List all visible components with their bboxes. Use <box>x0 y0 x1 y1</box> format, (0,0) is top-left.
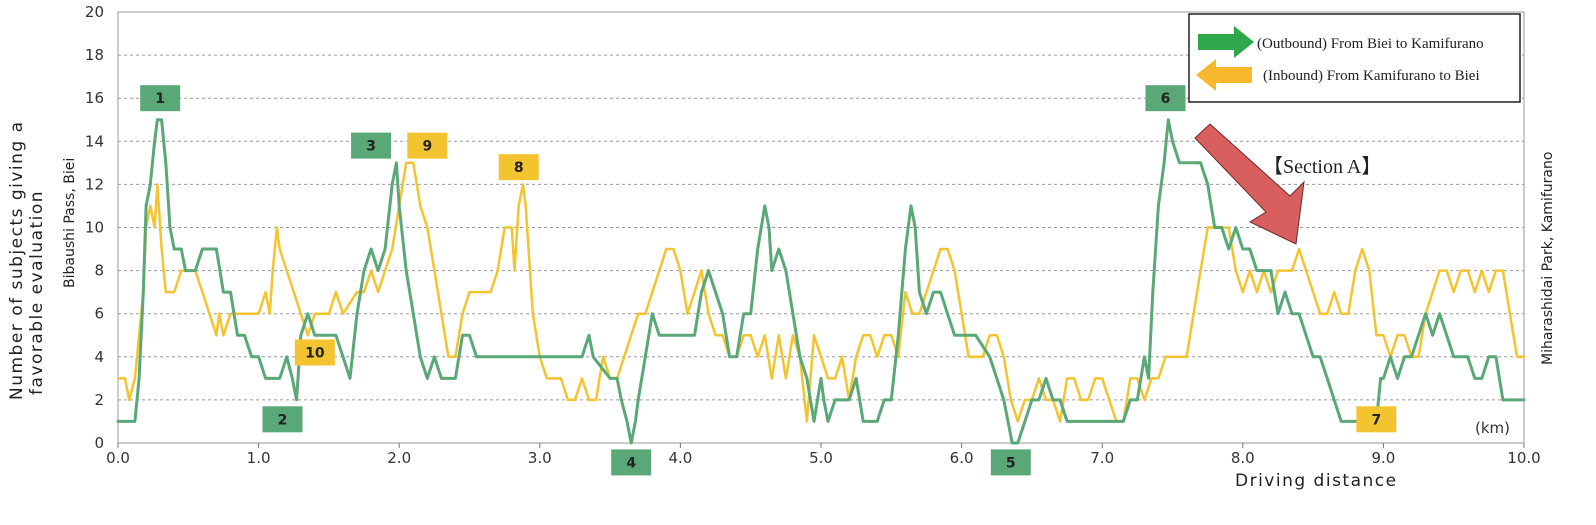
marker-badge-3: 3 <box>351 132 392 159</box>
marker-badge-text: 7 <box>1371 412 1381 428</box>
marker-badge-text: 2 <box>278 412 288 428</box>
marker-badge-10: 10 <box>294 339 335 366</box>
marker-badge-9: 9 <box>407 132 448 159</box>
marker-badge-text: 4 <box>626 455 636 471</box>
legend: (Outbound) From Biei to Kamifurano (Inbo… <box>1188 13 1521 103</box>
legend-box <box>1188 13 1521 103</box>
marker-badge-4: 4 <box>611 449 652 476</box>
marker-badge-box <box>611 449 652 476</box>
y-tick-label: 4 <box>94 348 104 366</box>
y-tick-label: 8 <box>94 262 104 280</box>
x-tick-label: 7.0 <box>1090 449 1114 467</box>
marker-badge-1: 1 <box>140 85 181 112</box>
marker-badge-text: 9 <box>422 139 432 155</box>
x-unit-label: (km) <box>1475 419 1510 437</box>
marker-badge-text: 5 <box>1006 455 1016 471</box>
marker-badge-box <box>498 154 539 181</box>
marker-badge-box <box>1145 85 1186 112</box>
x-tick-label: 10.0 <box>1507 449 1540 467</box>
marker-badge-5: 5 <box>990 449 1031 476</box>
y-tick-labels: 0 2 4 6 8 10 12 14 16 18 20 <box>85 3 104 452</box>
x-tick-label: 4.0 <box>668 449 692 467</box>
inbound-series-line <box>116 161 1526 423</box>
y-tick-label: 0 <box>94 434 104 452</box>
x-tick-label: 9.0 <box>1371 449 1395 467</box>
marker-badge-text: 1 <box>155 91 165 107</box>
x-axis-title: Driving distance <box>1235 471 1398 491</box>
x-tick-label: 1.0 <box>247 449 271 467</box>
marker-badge-6: 6 <box>1145 85 1186 112</box>
legend-inbound-label: (Inbound) From Kamifurano to Biei <box>1263 68 1480 84</box>
legend-outbound-arrow-icon <box>1198 26 1254 58</box>
y-tick-label: 2 <box>94 391 104 409</box>
y-tick-label: 20 <box>85 3 104 21</box>
marker-badge-box <box>407 132 448 159</box>
y-tick-label: 18 <box>85 46 104 64</box>
y-tick-label: 10 <box>85 219 104 237</box>
y-tick-label: 14 <box>85 132 104 150</box>
x-tick-label: 0.0 <box>106 449 130 467</box>
marker-badge-box <box>140 85 181 112</box>
x-tick-labels: 0.0 1.0 2.0 3.0 4.0 5.0 6.0 7.0 8.0 9.0 10.0 <box>106 443 1541 467</box>
marker-badge-box <box>262 406 303 433</box>
marker-badge-8: 8 <box>498 154 539 181</box>
left-endpoint-label: Bibaushi Pass, Biei <box>62 158 78 288</box>
y-tick-label: 6 <box>94 305 104 323</box>
y-axis-title-line-2: favorable evaluation <box>27 190 47 395</box>
x-tick-label: 8.0 <box>1231 449 1255 467</box>
legend-outbound-label: (Outbound) From Biei to Kamifurano <box>1257 36 1484 52</box>
legend-inbound-arrow-icon <box>1196 59 1252 91</box>
series-lines <box>116 118 1526 445</box>
section-a-label: 【Section A】 <box>1263 156 1381 178</box>
marker-badge-text: 3 <box>366 139 376 155</box>
marker-badges: 1 2 3 4 5 6 7 8 9 10 <box>140 85 1397 476</box>
marker-badge-box <box>990 449 1031 476</box>
marker-badge-7: 7 <box>1356 406 1397 433</box>
y-axis-title-line-1: Number of subjects giving a <box>7 120 27 400</box>
marker-badge-2: 2 <box>262 406 303 433</box>
outbound-series-line <box>116 118 1526 445</box>
marker-badge-box <box>294 339 335 366</box>
section-a-arrow-icon <box>1194 123 1305 245</box>
marker-badge-text: 10 <box>305 345 325 361</box>
y-tick-label: 12 <box>85 175 104 193</box>
x-tick-label: 3.0 <box>528 449 552 467</box>
marker-badge-text: 8 <box>514 160 524 176</box>
x-tick-label: 5.0 <box>809 449 833 467</box>
right-endpoint-label: Miharashidai Park, Kamifurano <box>1540 152 1556 365</box>
marker-badge-box <box>351 132 392 159</box>
marker-badge-text: 6 <box>1161 91 1171 107</box>
x-tick-label: 2.0 <box>387 449 411 467</box>
marker-badge-box <box>1356 406 1397 433</box>
y-tick-label: 16 <box>85 89 104 107</box>
x-tick-label: 6.0 <box>950 449 974 467</box>
